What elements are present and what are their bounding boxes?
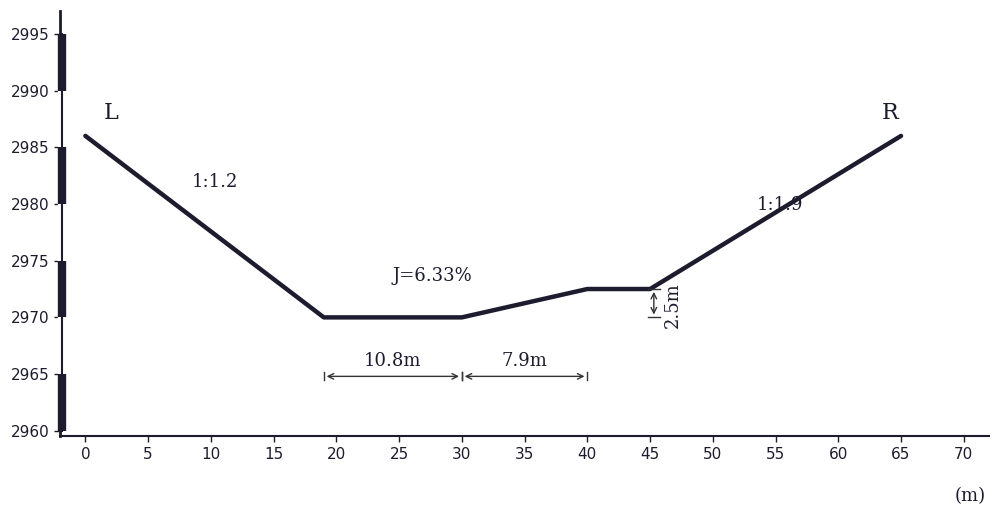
Text: (m): (m)	[955, 487, 986, 505]
Text: 2.5m: 2.5m	[664, 283, 682, 328]
Text: 1:1.9: 1:1.9	[757, 195, 803, 213]
Text: 10.8m: 10.8m	[364, 351, 422, 369]
Text: 1:1.2: 1:1.2	[192, 173, 238, 191]
Text: 7.9m: 7.9m	[502, 351, 548, 369]
Text: J=6.33%: J=6.33%	[393, 267, 473, 285]
Text: L: L	[104, 102, 119, 124]
Text: R: R	[882, 102, 899, 124]
